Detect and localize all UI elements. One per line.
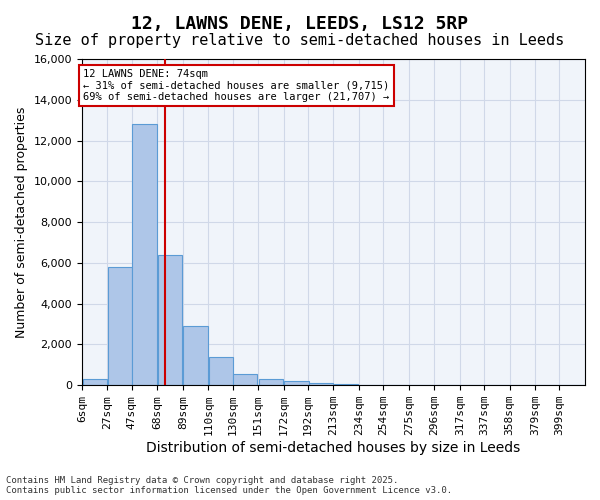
Bar: [108, 267, 133, 385]
Bar: [209, 356, 233, 385]
Bar: [334, 384, 358, 385]
Y-axis label: Number of semi-detached properties: Number of semi-detached properties: [15, 106, 28, 338]
Bar: [133, 124, 157, 385]
Bar: [184, 326, 208, 385]
X-axis label: Distribution of semi-detached houses by size in Leeds: Distribution of semi-detached houses by …: [146, 441, 521, 455]
Bar: [284, 381, 308, 385]
Text: 12, LAWNS DENE, LEEDS, LS12 5RP: 12, LAWNS DENE, LEEDS, LS12 5RP: [131, 15, 469, 33]
Text: Contains HM Land Registry data © Crown copyright and database right 2025.
Contai: Contains HM Land Registry data © Crown c…: [6, 476, 452, 495]
Bar: [83, 379, 107, 385]
Bar: [233, 374, 257, 385]
Bar: [259, 379, 283, 385]
Bar: [158, 254, 182, 385]
Bar: [308, 383, 333, 385]
Text: Size of property relative to semi-detached houses in Leeds: Size of property relative to semi-detach…: [35, 32, 565, 48]
Text: 12 LAWNS DENE: 74sqm
← 31% of semi-detached houses are smaller (9,715)
69% of se: 12 LAWNS DENE: 74sqm ← 31% of semi-detac…: [83, 69, 389, 102]
